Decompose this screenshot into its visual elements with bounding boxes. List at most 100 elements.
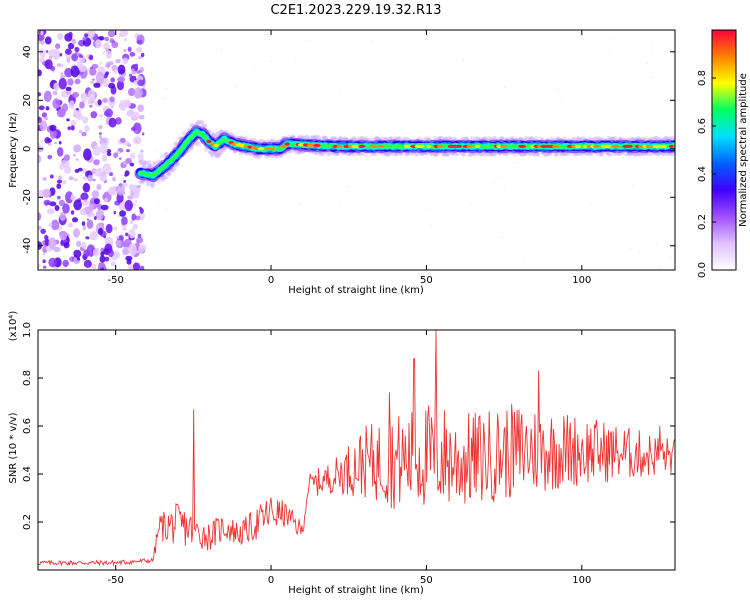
- noise-blob: [94, 198, 100, 205]
- noise-blob: [100, 204, 109, 211]
- noise-blob: [115, 58, 121, 64]
- noise-blob: [103, 42, 110, 51]
- noise-speck: [429, 237, 431, 239]
- snr-multiplier-label: (x10⁴): [8, 311, 19, 342]
- ridge-halo: [215, 131, 220, 137]
- ridge-halo: [143, 160, 149, 166]
- colorbar-tick-label: 0.6: [697, 118, 708, 134]
- noise-blob: [122, 57, 129, 65]
- snr-x-axis-label: Height of straight line (km): [288, 585, 424, 596]
- noise-blob: [132, 262, 141, 270]
- noise-blob: [51, 219, 60, 231]
- noise-speck: [670, 256, 672, 258]
- noise-speck: [608, 51, 611, 53]
- noise-blob: [43, 265, 47, 269]
- ridge-halo: [432, 135, 438, 141]
- ridge-halo: [442, 151, 447, 157]
- noise-blob: [86, 30, 95, 39]
- noise-blob: [128, 243, 137, 256]
- noise-blob: [139, 66, 145, 73]
- noise-blob: [74, 168, 80, 173]
- noise-blob: [106, 152, 112, 157]
- noise-blob: [97, 99, 102, 106]
- noise-speck: [384, 154, 386, 156]
- ridge-hotspot: [499, 144, 508, 148]
- noise-blob: [70, 120, 76, 127]
- noise-blob: [137, 153, 144, 162]
- noise-blob: [81, 131, 87, 137]
- noise-blob: [45, 106, 50, 111]
- noise-blob: [52, 98, 61, 109]
- noise-speck: [426, 208, 428, 210]
- colorbar-tick-label: 0.2: [697, 214, 708, 230]
- ridge-halo: [355, 136, 360, 142]
- noise-blob: [102, 194, 106, 199]
- noise-blob: [118, 33, 123, 38]
- noise-blob: [56, 183, 62, 190]
- noise-blob: [115, 239, 122, 247]
- noise-speck: [651, 43, 653, 46]
- noise-blob: [87, 68, 91, 71]
- noise-blob: [95, 39, 102, 49]
- ridge-halo: [216, 152, 222, 158]
- noise-blob: [118, 104, 125, 109]
- noise-blob: [80, 92, 88, 103]
- noise-speck: [595, 132, 598, 135]
- noise-blob: [54, 141, 57, 145]
- noise-blob: [62, 259, 69, 267]
- ridge-halo: [170, 168, 176, 173]
- noise-speck: [159, 118, 161, 121]
- noise-blob: [129, 51, 136, 57]
- y-tick-label: 1.0: [22, 322, 33, 338]
- noise-blob: [99, 134, 102, 140]
- noise-blob: [102, 163, 112, 175]
- noise-speck: [559, 79, 561, 82]
- noise-blob: [75, 240, 82, 247]
- spectrogram-y-axis-label: Frequency (Hz): [8, 112, 19, 188]
- ridge-halo: [189, 122, 195, 128]
- noise-blob: [123, 224, 127, 229]
- noise-blob: [56, 195, 61, 200]
- ridge-halo: [386, 152, 392, 157]
- ridge-hotspot: [627, 144, 633, 148]
- noise-speck: [646, 62, 648, 64]
- noise-blob: [58, 199, 66, 207]
- noise-blob: [61, 158, 70, 169]
- snr-panel: -50 0 50 100 1.00.80.60.40.2 Height of stra…: [8, 311, 676, 596]
- noise-blob: [75, 113, 84, 120]
- ridge-halo: [160, 177, 165, 183]
- noise-blob: [99, 142, 108, 155]
- noise-blob: [67, 78, 74, 86]
- noise-speck: [294, 56, 296, 59]
- noise-blob: [63, 242, 70, 249]
- ridge-halo: [167, 171, 172, 177]
- ridge-halo: [443, 152, 449, 157]
- noise-blob: [82, 176, 88, 181]
- noise-blob: [82, 36, 87, 41]
- ridge-halo: [404, 136, 409, 141]
- noise-blob: [39, 120, 48, 131]
- noise-blob: [111, 41, 119, 49]
- y-tick-label: 0.4: [22, 466, 33, 482]
- noise-speck: [395, 100, 398, 102]
- ridge-halo: [424, 136, 429, 141]
- noise-blob: [81, 221, 86, 226]
- noise-blob: [138, 245, 145, 254]
- noise-blob: [71, 66, 75, 70]
- noise-speck: [155, 150, 157, 152]
- noise-blob: [48, 156, 51, 160]
- noise-blob: [38, 263, 41, 268]
- noise-blob: [58, 141, 62, 145]
- noise-blob: [137, 79, 145, 87]
- noise-speck: [234, 85, 236, 87]
- ridge-halo: [450, 152, 456, 157]
- ridge-halo: [312, 135, 317, 140]
- noise-speck: [647, 114, 649, 116]
- noise-blob: [65, 191, 74, 204]
- ridge-halo: [257, 154, 262, 159]
- noise-blob: [104, 197, 109, 202]
- noise-blob: [121, 216, 128, 226]
- noise-blob: [42, 252, 46, 256]
- noise-speck: [399, 153, 401, 156]
- noise-blob: [90, 111, 98, 119]
